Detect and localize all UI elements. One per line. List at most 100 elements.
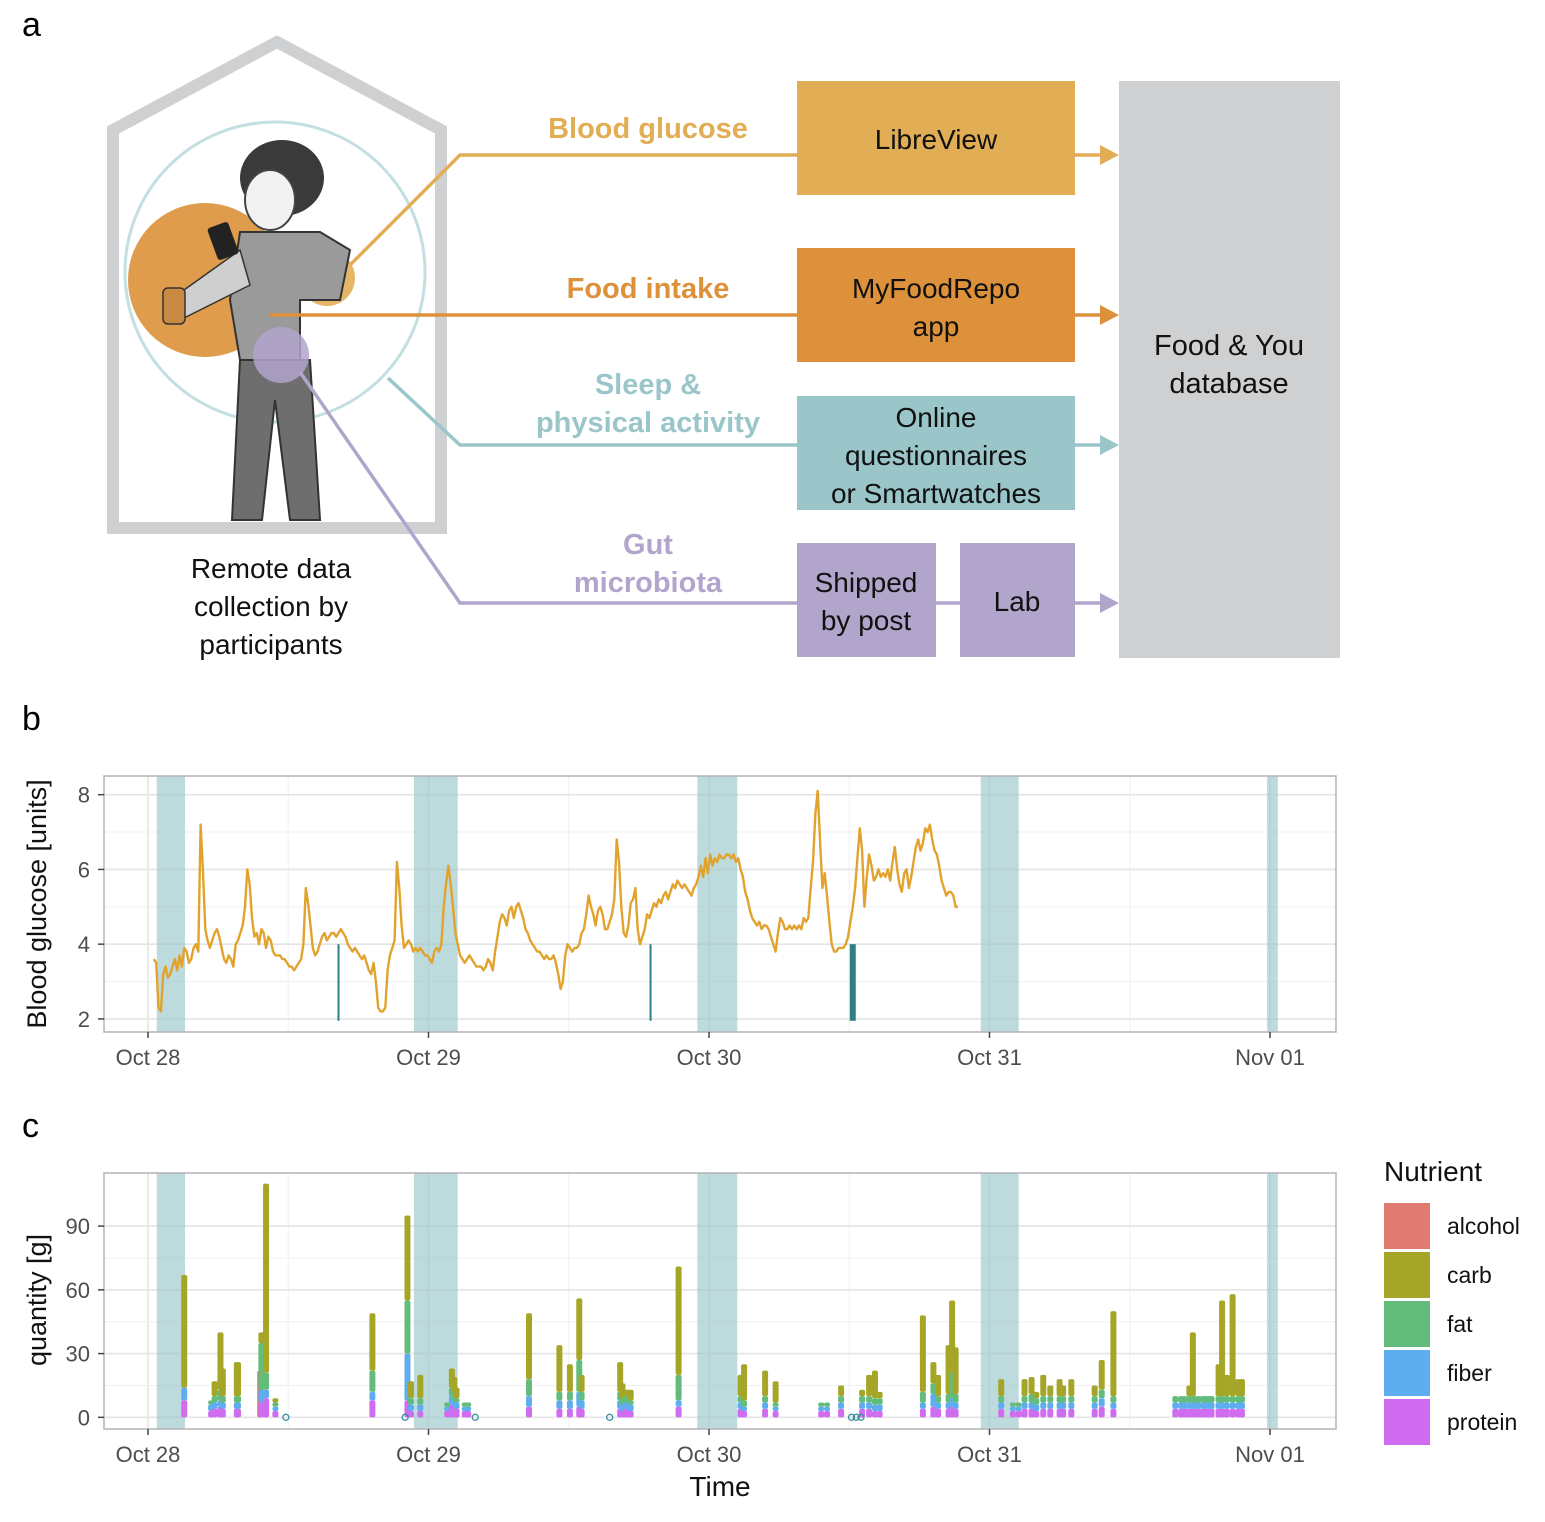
bar-fiber: [1015, 1406, 1022, 1411]
bar-protein: [952, 1408, 959, 1418]
database-line-2: database: [1169, 368, 1288, 400]
bar-fat: [1091, 1396, 1098, 1403]
bar-fiber: [1068, 1402, 1075, 1409]
legend-label-carb: carb: [1447, 1262, 1492, 1288]
bar-fiber: [824, 1406, 831, 1411]
bar-fiber: [627, 1404, 634, 1411]
bar-protein: [556, 1408, 563, 1418]
plot-b-event-marks: [337, 944, 856, 1021]
bar-fat: [263, 1372, 270, 1390]
bar-protein: [444, 1410, 451, 1418]
caption-line-1: Remote data: [191, 553, 352, 584]
bar-protein: [866, 1408, 873, 1418]
bar-fiber: [762, 1402, 769, 1409]
box-libreview: [797, 81, 1075, 195]
zero-point: [857, 1413, 865, 1421]
bar-fiber: [578, 1400, 585, 1409]
bar-fiber: [211, 1402, 218, 1409]
bar-carb: [407, 1381, 414, 1399]
bar-carb: [762, 1370, 769, 1397]
bar-fat: [1208, 1396, 1215, 1403]
bar-fat: [866, 1396, 873, 1403]
y-tick-label: 60: [66, 1278, 90, 1303]
legend-title: Nutrient: [1384, 1156, 1482, 1187]
box-shipped-line-1: Shipped: [815, 567, 918, 598]
legend: alcohol carb fat fiber protein: [1384, 1203, 1520, 1445]
event-mark: [649, 944, 652, 1021]
bar-carb: [181, 1274, 188, 1388]
bar-carb: [876, 1391, 883, 1399]
box-online-line-2: questionnaires: [845, 440, 1027, 471]
panel-c: c 0 30 60 90 Oct 28 Oct 29 Oct 30 Oct 31 Nov 01…: [22, 1107, 1520, 1502]
bar-protein: [234, 1408, 241, 1418]
bar-fiber: [566, 1400, 573, 1409]
legend-label-fiber: fiber: [1447, 1360, 1492, 1386]
legend-swatch-fiber: [1384, 1350, 1430, 1396]
bar-fat: [1110, 1396, 1117, 1403]
bar-protein: [1091, 1408, 1098, 1418]
box-shipped-line-2: by post: [821, 605, 911, 636]
legend-swatch-carb: [1384, 1252, 1430, 1298]
bar-carb: [859, 1389, 866, 1397]
bar-fiber: [1238, 1402, 1245, 1409]
y-tick-label: 6: [78, 857, 90, 882]
bar-carb: [1229, 1294, 1236, 1397]
bar-carb: [952, 1347, 959, 1394]
bar-fiber: [871, 1404, 878, 1411]
bar-protein: [1028, 1408, 1035, 1418]
legend-swatch-fat: [1384, 1301, 1430, 1347]
bar-carb: [1098, 1359, 1105, 1390]
bar-fat: [211, 1396, 218, 1403]
bar-fiber: [417, 1404, 424, 1411]
glucose-connector: [348, 153, 798, 267]
x-tick-label: Nov 01: [1235, 1045, 1305, 1070]
database-line-1: Food & You: [1154, 330, 1304, 362]
panel-c-label: c: [22, 1107, 39, 1145]
gut-connector: [298, 371, 798, 605]
bar-fiber: [453, 1402, 460, 1409]
box-lab-label: Lab: [994, 586, 1041, 617]
bar-fat: [1229, 1396, 1236, 1403]
bar-protein: [741, 1410, 748, 1418]
sleep-period: [156, 1173, 186, 1429]
bar-protein: [465, 1410, 472, 1418]
zero-point: [282, 1413, 290, 1421]
bar-fat: [1015, 1402, 1022, 1407]
bar-fat: [1098, 1389, 1105, 1399]
label-sleep-1: Sleep &: [595, 369, 701, 401]
event-mark: [337, 944, 340, 1021]
bar-fiber: [263, 1389, 270, 1399]
bar-protein: [1181, 1408, 1188, 1418]
bar-protein: [1195, 1408, 1202, 1418]
caption-line-2: collection by: [194, 591, 348, 622]
gut-circle: [253, 327, 309, 383]
bar-fat: [876, 1398, 883, 1405]
legend-swatch-alcohol: [1384, 1203, 1430, 1249]
plot-b-y-ticks: 2 4 6 8: [78, 783, 104, 1032]
bar-fiber: [1172, 1402, 1179, 1409]
bar-carb: [627, 1389, 634, 1401]
bar-fat: [272, 1402, 279, 1407]
bar-carb: [1028, 1376, 1035, 1394]
bar-carb: [741, 1364, 748, 1401]
bar-carb: [1091, 1385, 1098, 1397]
legend-label-fat: fat: [1447, 1311, 1473, 1337]
bar-protein: [566, 1408, 573, 1418]
sleep-period: [980, 776, 1019, 1032]
bar-fat: [566, 1391, 573, 1401]
bar-fat: [1040, 1396, 1047, 1403]
bar-fat: [234, 1396, 241, 1403]
bar-carb: [556, 1345, 563, 1392]
bar-fiber: [859, 1402, 866, 1409]
bar-protein: [1172, 1408, 1179, 1418]
panel-a: a Remote data collection by participants: [22, 6, 1340, 660]
x-tick-label: Oct 30: [677, 1045, 742, 1070]
bar-fat: [1172, 1396, 1179, 1403]
zero-point: [852, 1413, 860, 1421]
bar-protein: [453, 1408, 460, 1418]
bar-protein: [526, 1406, 533, 1418]
bar-fat: [1219, 1396, 1226, 1403]
bar-carb: [453, 1387, 460, 1399]
bar-carb: [675, 1266, 682, 1375]
event-mark: [849, 944, 856, 1021]
